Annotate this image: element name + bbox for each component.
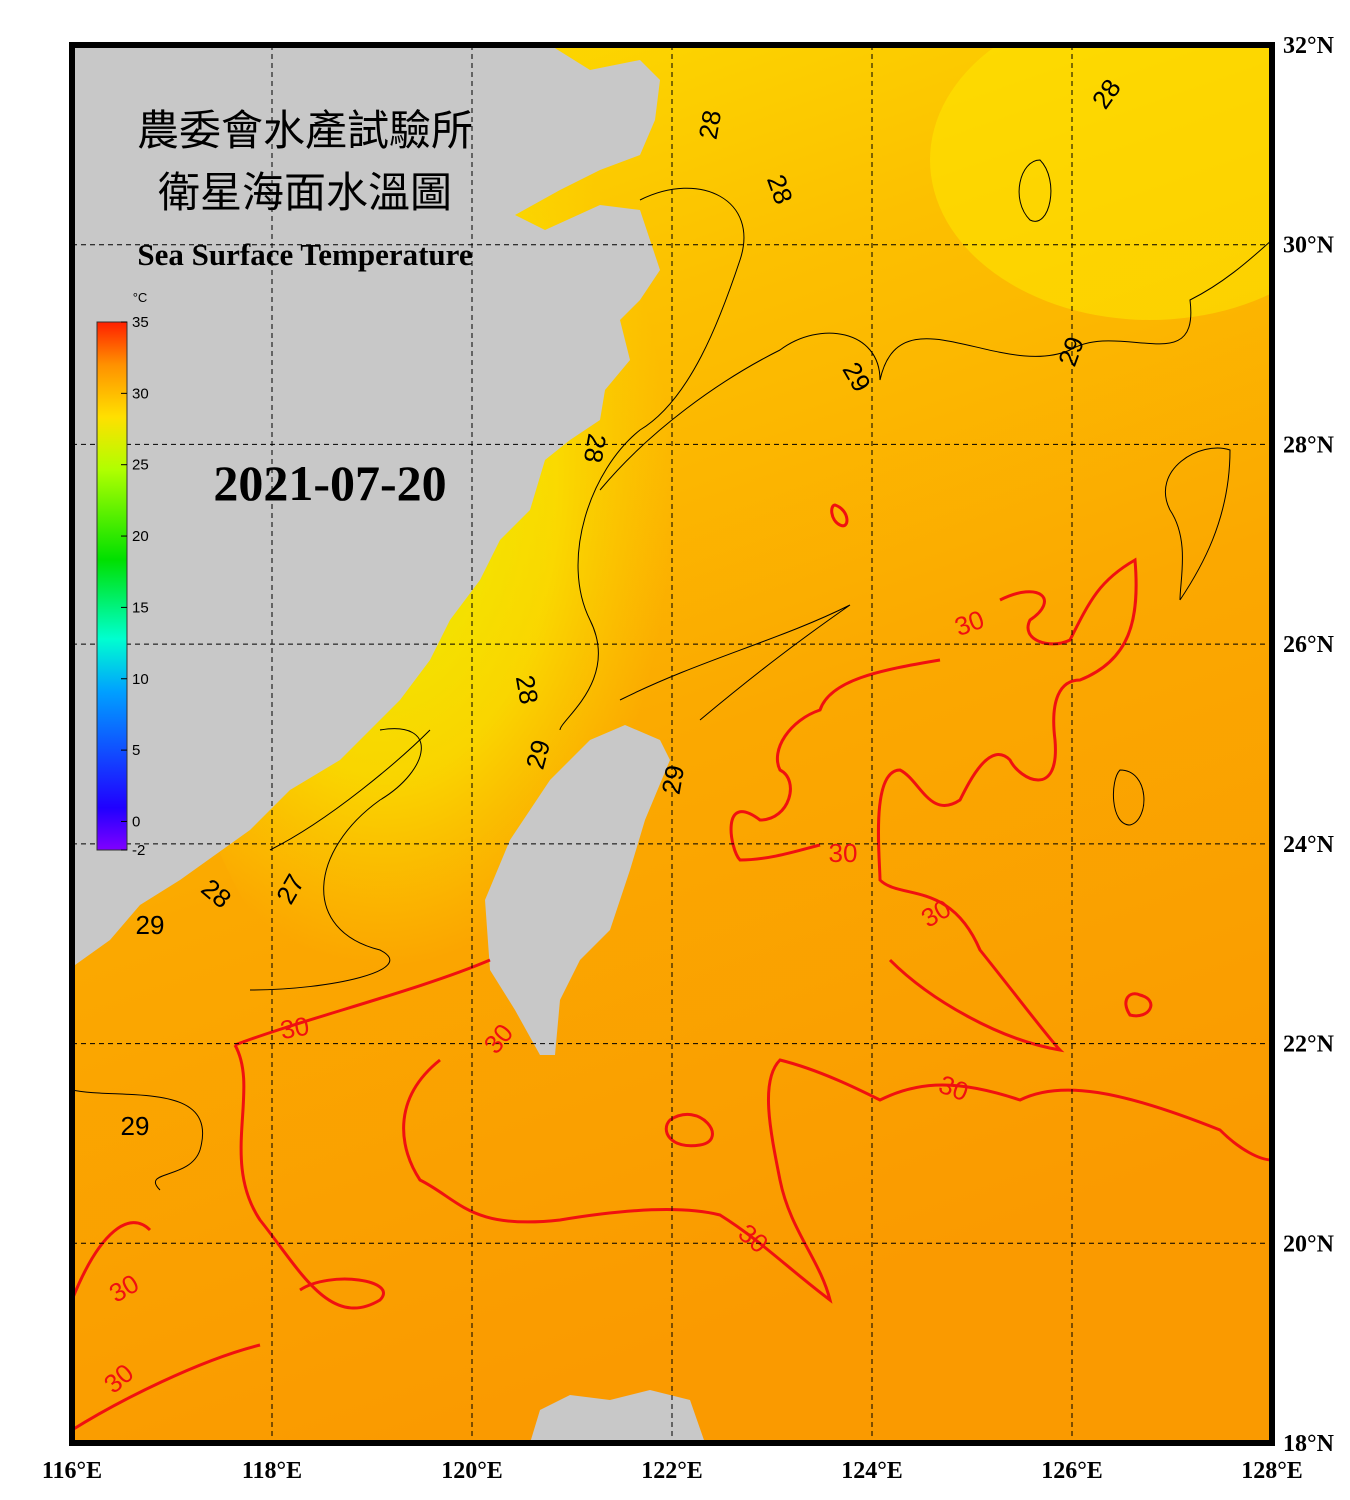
contour-label: 28 xyxy=(578,432,613,466)
lon-label: 122°E xyxy=(641,1458,703,1484)
colorbar-tick-label: -2 xyxy=(132,842,145,859)
title-en: Sea Surface Temperature xyxy=(137,237,472,272)
colorbar-tick-label: 35 xyxy=(132,314,149,331)
lat-label: 24°N xyxy=(1283,832,1335,858)
graticule xyxy=(72,45,1272,1443)
contour-label: 30 xyxy=(278,1011,312,1046)
colorbar-tick-label: 5 xyxy=(132,742,140,759)
land-china xyxy=(72,45,660,965)
lon-label: 128°E xyxy=(1241,1458,1303,1484)
land-luzon xyxy=(530,1390,705,1443)
lon-label: 126°E xyxy=(1041,1458,1103,1484)
colorbar-tick-label: 20 xyxy=(132,528,149,545)
contour-label: 29 xyxy=(656,763,691,797)
isotherms-30 xyxy=(72,503,1272,1432)
lon-label: 118°E xyxy=(242,1458,302,1484)
isotherms xyxy=(72,159,1272,1191)
lon-label: 124°E xyxy=(841,1458,903,1484)
lat-label: 30°N xyxy=(1283,233,1335,259)
colorbar xyxy=(96,321,128,851)
lat-label: 32°N xyxy=(1283,33,1335,59)
lat-label: 18°N xyxy=(1283,1431,1335,1457)
lat-label: 22°N xyxy=(1283,1032,1335,1058)
colorbar-tick-label: 30 xyxy=(132,385,149,402)
map-frame xyxy=(69,42,1275,1446)
colorbar-tick-label: 10 xyxy=(132,671,149,688)
colorbar-tick-label: 25 xyxy=(132,457,149,474)
contour-label: 28 xyxy=(510,673,545,707)
lat-label: 20°N xyxy=(1283,1231,1335,1257)
colorbar-tick-label: 0 xyxy=(132,813,140,830)
contour-label: 28 xyxy=(693,108,728,142)
lat-label: 26°N xyxy=(1283,632,1335,658)
contour-label: 30 xyxy=(829,838,858,868)
axis-labels: 116°E 118°E 120°E 122°E 124°E 126°E 128°E 32°N 3… xyxy=(42,33,1335,1484)
lat-label: 28°N xyxy=(1283,432,1335,458)
contour-label: 29 xyxy=(136,910,165,940)
colorbar-ticks: 35 30 25 20 15 10 5 0 -2 xyxy=(121,314,149,859)
land-taiwan xyxy=(485,725,670,1055)
title-zh: 農委會水產試驗所 xyxy=(137,108,473,155)
subtitle-zh: 衛星海面水溫圖 xyxy=(158,171,452,217)
lon-label: 116°E xyxy=(42,1458,102,1484)
colorbar-tick-label: 15 xyxy=(132,599,149,616)
contour-label: 29 xyxy=(121,1111,150,1141)
colorbar-unit: °C xyxy=(133,290,148,305)
lon-label: 120°E xyxy=(441,1458,503,1484)
date: 2021-07-20 xyxy=(213,455,446,511)
